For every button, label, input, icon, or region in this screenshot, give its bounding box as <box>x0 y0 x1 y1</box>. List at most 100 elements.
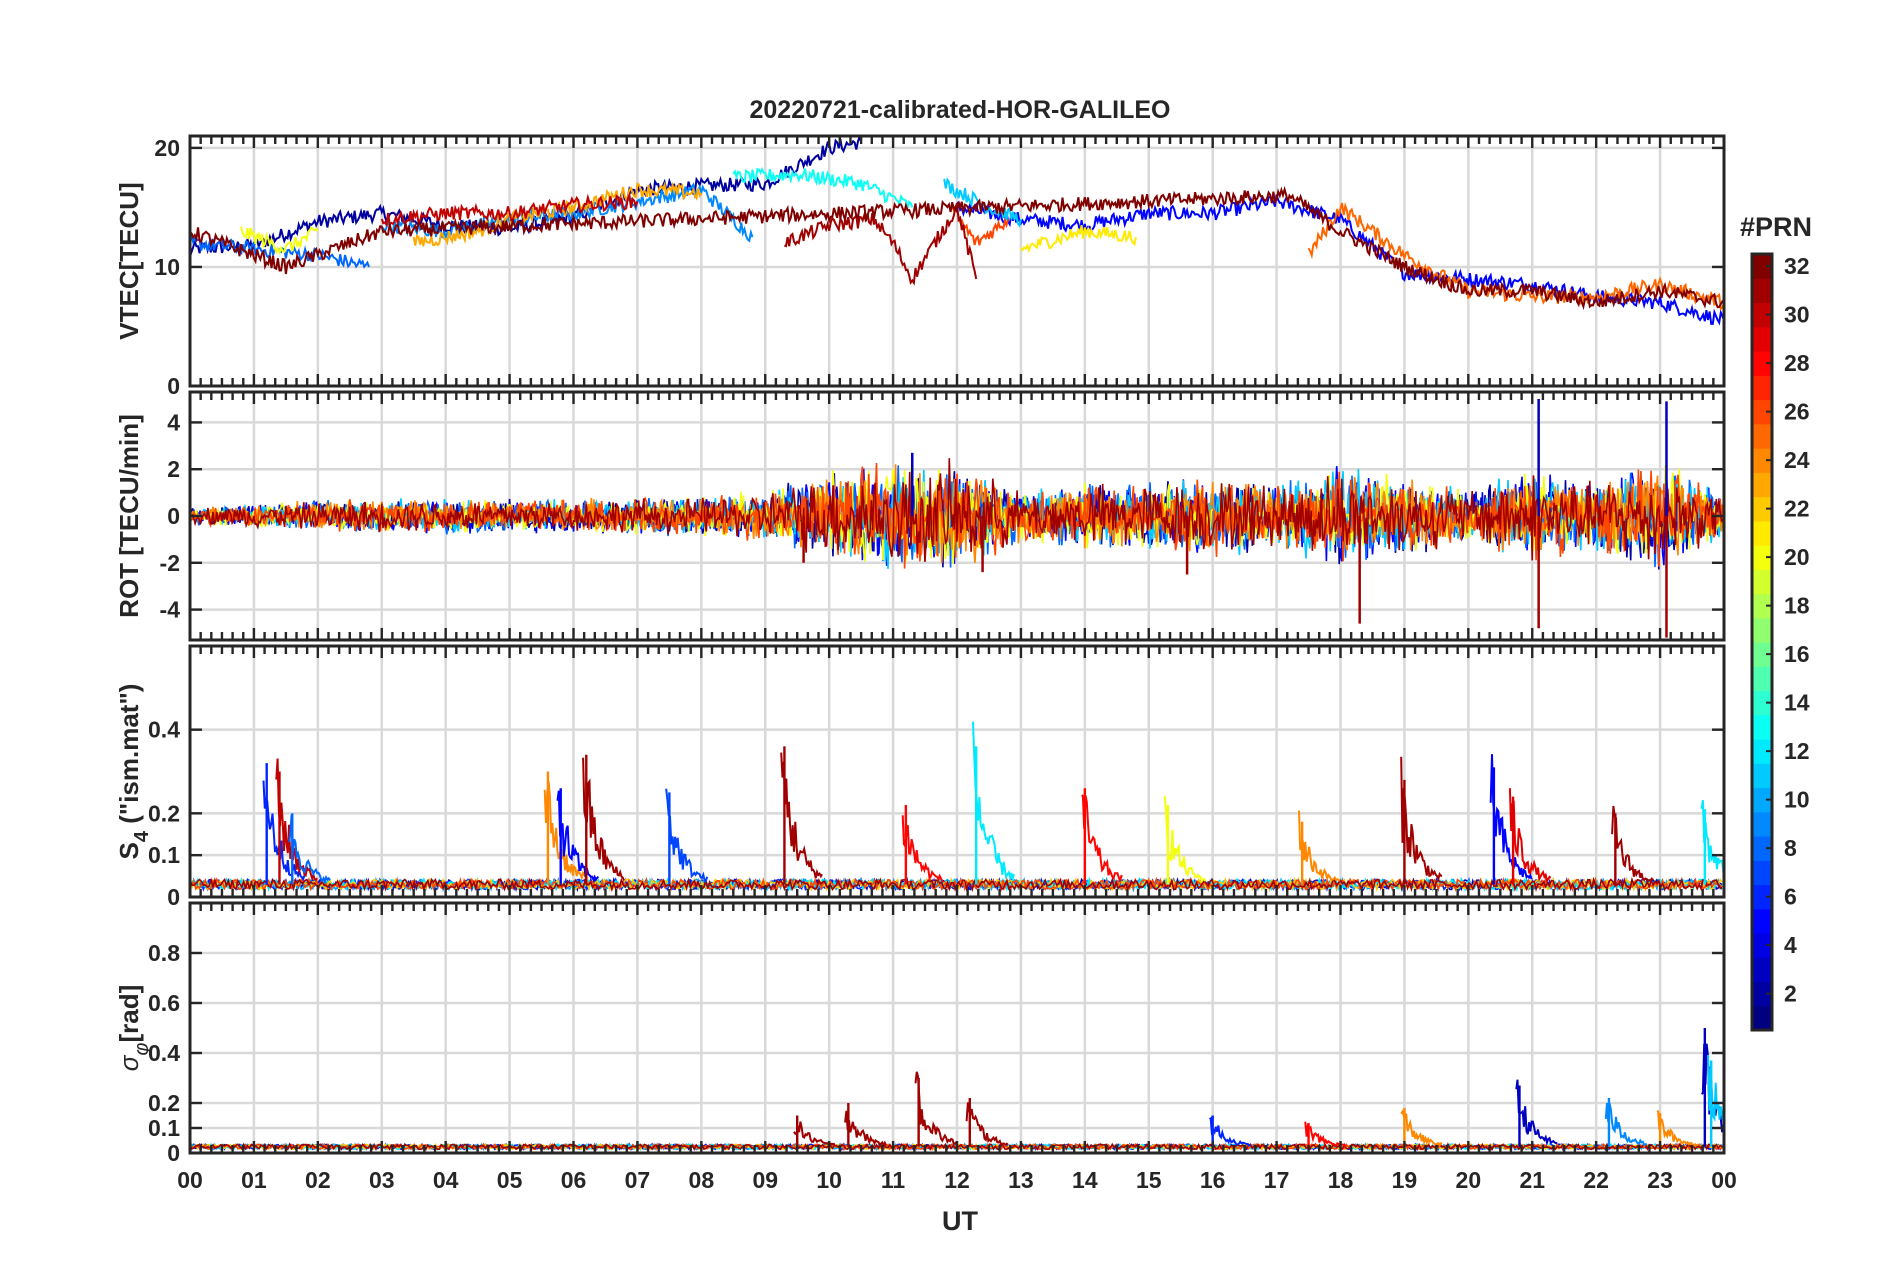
colorbar-segment <box>1752 545 1772 570</box>
y-tick-label: 0.6 <box>148 990 180 1016</box>
panel-s4: 00.10.20.4S4 ("ism.mat") <box>114 644 1726 910</box>
colorbar-segment <box>1752 933 1772 958</box>
y-tick-label: -4 <box>160 597 181 623</box>
sigma_phi-burst-prn-24 <box>1656 1110 1699 1147</box>
x-tick-label: 01 <box>241 1167 267 1193</box>
colorbar-segment <box>1752 520 1772 546</box>
vtec-series-prn-31 <box>784 203 978 286</box>
x-axis-label: UT <box>942 1206 978 1236</box>
x-tick-label: 05 <box>497 1167 523 1193</box>
x-tick-label: 12 <box>944 1167 970 1193</box>
y-tick-label: 0.1 <box>148 1115 180 1141</box>
colorbar-segment <box>1752 593 1772 619</box>
rot-series-prn-31 <box>190 458 1724 562</box>
sigma_phi-burst-prn-3 <box>1515 1079 1558 1147</box>
y-tick-label: 0 <box>167 373 180 399</box>
y-tick-label: 0 <box>167 884 180 910</box>
sigma_phi-burst-prn-31 <box>844 1110 887 1148</box>
s4-burst-prn-5 <box>1489 754 1533 880</box>
colorbar-segment <box>1752 763 1772 789</box>
colorbar-tick-label: 4 <box>1784 932 1797 958</box>
y-axis-label-rest: ("ism.mat") <box>114 684 144 831</box>
y-tick-label: 0.1 <box>148 842 180 868</box>
x-tick-label: 23 <box>1647 1167 1673 1193</box>
y-tick-label: 0.8 <box>148 940 180 966</box>
colorbar-segment <box>1752 981 1772 1007</box>
chart-title: 20220721-calibrated-HOR-GALILEO <box>750 96 1171 124</box>
axes-frame <box>188 390 1726 642</box>
x-tick-label: 06 <box>561 1167 587 1193</box>
colorbar-segment <box>1752 326 1772 352</box>
colorbar-tick-label: 26 <box>1784 399 1810 425</box>
colorbar-segment <box>1752 811 1772 837</box>
colorbar-tick-label: 20 <box>1784 544 1810 570</box>
colorbar-segment <box>1752 666 1772 692</box>
x-tick-label: 07 <box>625 1167 651 1193</box>
y-tick-label: 20 <box>154 135 180 161</box>
y-tick-label: 0.4 <box>148 717 180 743</box>
x-tick-label: 10 <box>816 1167 842 1193</box>
colorbar-tick-label: 18 <box>1784 593 1810 619</box>
x-tick-label: 02 <box>305 1167 331 1193</box>
x-tick-label: 13 <box>1008 1167 1034 1193</box>
x-tick-label: 22 <box>1583 1167 1609 1193</box>
sigma_phi-burst-prn-9 <box>1604 1103 1648 1146</box>
colorbar-tick-label: 12 <box>1784 738 1810 764</box>
colorbar-segment <box>1752 957 1772 983</box>
s4-burst-prn-24 <box>1298 810 1341 882</box>
y-axis-label-sub: φ <box>131 1043 153 1056</box>
colorbar-tick-label: 16 <box>1784 641 1810 667</box>
panel-rot: -4 -2 0 2 4 ROT [TECU/min] <box>114 390 1726 642</box>
colorbar-tick-label: 30 <box>1784 302 1810 328</box>
s4-burst-prn-20 <box>1163 795 1207 884</box>
s4-burst-prn-5 <box>556 790 600 882</box>
y-axis-label-main: σ <box>114 1054 144 1071</box>
s4-burst-prn-28 <box>1081 794 1123 885</box>
s4-burst-prn-8 <box>288 814 331 885</box>
s4-burst-prn-6 <box>262 780 306 882</box>
x-tick-label: 11 <box>881 1167 906 1193</box>
colorbar-segment <box>1752 836 1772 861</box>
y-tick-label: -2 <box>160 550 180 576</box>
vtec-series-prn-25 <box>1307 201 1724 311</box>
s4-burst-prn-31 <box>780 752 823 879</box>
colorbar-segment <box>1752 278 1772 304</box>
x-tick-label: 20 <box>1456 1167 1482 1193</box>
colorbar-segment <box>1752 642 1772 667</box>
y-axis-label: VTEC[TECU] <box>114 182 144 339</box>
y-axis-label: σφ[rad] <box>114 985 153 1072</box>
x-tick-label: 04 <box>433 1167 459 1193</box>
y-tick-label: 2 <box>167 456 180 482</box>
colorbar-segment <box>1752 448 1772 473</box>
x-tick-label: 08 <box>689 1167 715 1193</box>
axes-frame <box>188 644 1726 899</box>
s4-burst-prn-12 <box>972 721 1015 881</box>
panel-sigma_phi: 00.10.2 0.4 0.6 0.8 σφ[rad] 00 01 02 03 04 05 06 07 0… <box>114 901 1737 1193</box>
axes-frame <box>188 134 1726 388</box>
x-tick-label: 03 <box>369 1167 395 1193</box>
y-tick-label: 0 <box>167 1140 180 1166</box>
sigma_phi-burst-prn-11 <box>1707 1054 1724 1125</box>
s4-burst-prn-29 <box>1508 788 1552 883</box>
x-tick-label: 00 <box>177 1167 203 1193</box>
colorbar-segment <box>1752 908 1772 934</box>
colorbar-label: #PRN <box>1740 212 1812 242</box>
colorbar-tick-label: 32 <box>1784 253 1810 279</box>
colorbar-segment <box>1752 496 1772 522</box>
y-tick-label: 0 <box>167 503 180 529</box>
sigma_phi-burst-prn-24 <box>1400 1109 1443 1148</box>
colorbar-segment <box>1752 302 1772 328</box>
x-tick-label: 21 <box>1519 1167 1545 1193</box>
colorbar-frame <box>1750 252 1774 1032</box>
vtec-series-prn-13 <box>732 166 914 209</box>
x-tick-label: 09 <box>752 1167 778 1193</box>
sigma_phi-burst-prn-31 <box>914 1071 958 1145</box>
s4-burst-prn-31 <box>582 757 625 881</box>
colorbar-tick-label: 24 <box>1784 447 1810 473</box>
y-axis-label-rest: [rad] <box>114 985 144 1043</box>
colorbar-segment <box>1752 1005 1772 1031</box>
x-tick-label: 14 <box>1072 1167 1098 1193</box>
colorbar-segment <box>1752 254 1772 279</box>
s4-burst-prn-31 <box>1400 756 1443 883</box>
